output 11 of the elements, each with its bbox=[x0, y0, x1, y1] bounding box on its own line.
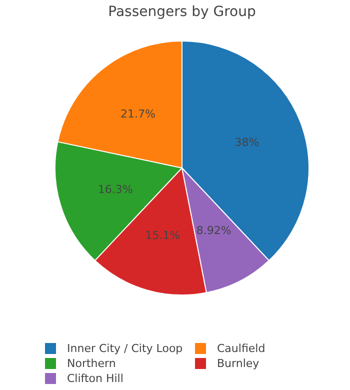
chart-title: Passengers by Group bbox=[108, 4, 256, 20]
data-label: 21.7% bbox=[120, 108, 156, 121]
legend-label: Burnley bbox=[217, 356, 260, 370]
data-label: 15.1% bbox=[145, 228, 180, 242]
legend-label: Clifton Hill bbox=[67, 372, 124, 385]
legend-label: Inner City / City Loop bbox=[67, 342, 183, 355]
legend-label: Northern bbox=[67, 356, 116, 370]
data-label: 38% bbox=[234, 136, 260, 150]
data-label: 8.92% bbox=[196, 224, 232, 237]
data-label: 16.3% bbox=[98, 182, 133, 196]
legend-label: Caulfield bbox=[217, 342, 266, 355]
